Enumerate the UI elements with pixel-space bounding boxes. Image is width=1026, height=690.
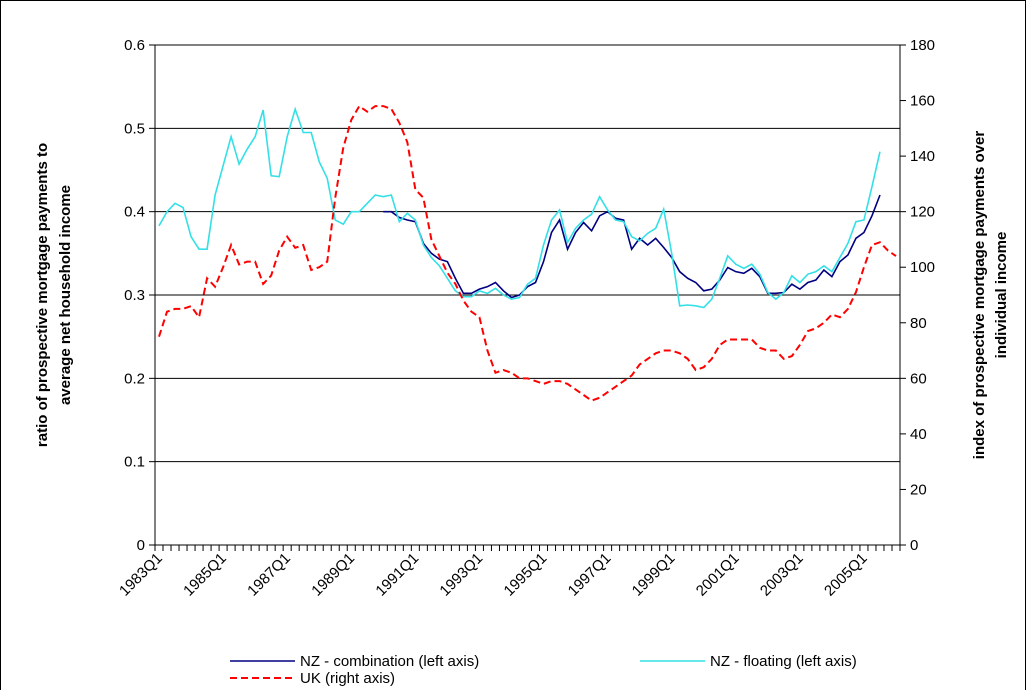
y2-tick-label: 100 [910, 259, 935, 276]
y2-axis-title: individual income [993, 232, 1010, 359]
legend-label: NZ - floating (left axis) [710, 653, 857, 670]
y-tick-label: 0.6 [124, 37, 145, 54]
y2-tick-label: 0 [910, 537, 918, 554]
y2-tick-label: 120 [910, 204, 935, 221]
y-tick-label: 0.2 [124, 370, 145, 387]
y-axis-title: ratio of prospective mortgage payments t… [34, 143, 51, 447]
series-line [158, 106, 881, 309]
series-line [158, 104, 897, 402]
y-tick-label: 0.3 [124, 287, 145, 304]
legend-label: UK (right axis) [300, 670, 395, 687]
y2-tick-label: 180 [910, 37, 935, 54]
y2-tick-label: 20 [910, 481, 927, 498]
legend-label: NZ - combination (left axis) [300, 653, 479, 670]
y-axis-title: average net household income [57, 185, 74, 405]
y2-tick-label: 60 [910, 370, 927, 387]
y2-tick-label: 160 [910, 93, 935, 110]
y-tick-label: 0.4 [124, 204, 145, 221]
y2-tick-label: 80 [910, 315, 927, 332]
y2-axis-title: index of prospective mortgage payments o… [971, 131, 988, 460]
y-tick-label: 0 [137, 537, 145, 554]
y2-tick-label: 40 [910, 426, 927, 443]
y-tick-label: 0.5 [124, 120, 145, 137]
y-tick-label: 0.1 [124, 454, 145, 471]
y2-tick-label: 140 [910, 148, 935, 165]
series-line [383, 194, 881, 299]
